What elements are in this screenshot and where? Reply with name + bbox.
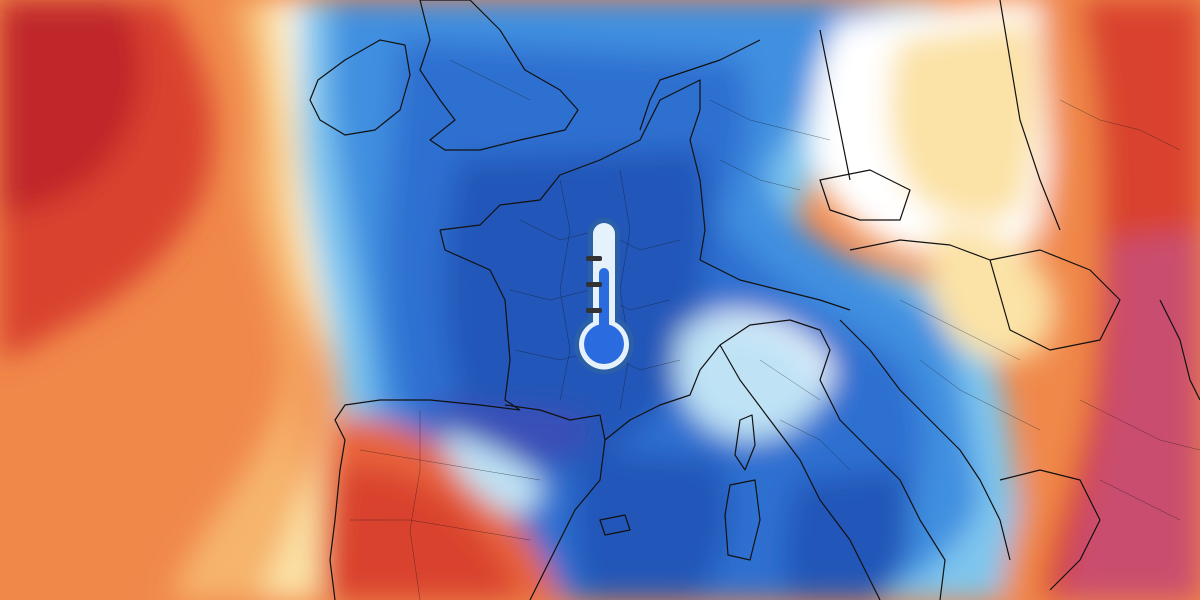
coast-sardinia: [724, 479, 761, 561]
thermometer-liquid-bulb: [584, 324, 624, 364]
atlantic-deep-red: [0, 0, 142, 215]
coast-med-france: [604, 344, 721, 441]
coast-ireland: [309, 39, 411, 136]
atlantic-light-orange: [170, 0, 300, 600]
region-italy-2: [779, 419, 851, 471]
region-balkans-1: [899, 299, 1021, 361]
thermometer-tick-2: [586, 282, 602, 287]
border-east-europe: [999, 0, 1061, 231]
coast-balearics: [599, 514, 631, 536]
region-iberia-2: [350, 519, 531, 541]
coast-italy: [719, 319, 946, 600]
border-pyrenees: [504, 404, 606, 441]
eastern-magenta-core: [1060, 230, 1200, 600]
border-france-germany: [689, 139, 706, 261]
coastlines-and-borders: [309, 0, 1200, 600]
region-balkans-2: [919, 359, 1041, 431]
thermometer-tick-3: [586, 308, 602, 313]
regional-borders: [350, 59, 1200, 600]
border-germany-poland: [819, 29, 851, 181]
region-germany-2: [719, 159, 801, 191]
border-austria-hungary: [849, 239, 991, 261]
cold-deep-blue-med: [573, 450, 729, 600]
balkans-pale: [928, 227, 1052, 362]
coast-italy-west: [719, 344, 881, 600]
pale-blue-italy: [675, 320, 822, 440]
region-italy-1: [759, 359, 821, 401]
region-germany-1: [709, 99, 831, 141]
region-east-2: [1079, 399, 1200, 451]
iberia-red-core: [330, 467, 520, 600]
coast-north-sea: [639, 39, 761, 131]
coast-france-atlantic: [439, 79, 701, 231]
coast-biscay: [439, 229, 521, 411]
coast-great-britain: [419, 0, 579, 151]
border-greece: [999, 469, 1101, 591]
thermometer-cold-icon: [574, 218, 634, 375]
coast-iberia-north: [329, 399, 521, 600]
region-iberia-1: [359, 449, 541, 481]
central-europe-pale-yellow: [889, 20, 1037, 221]
border-czechia: [819, 169, 911, 221]
thermometer-tick-1: [586, 256, 602, 261]
region-east-1: [1059, 99, 1181, 151]
cold-deep-blue-south-italy: [784, 470, 911, 600]
region-east-3: [1099, 479, 1181, 521]
border-alps: [699, 259, 851, 311]
region-uk-1: [449, 59, 531, 101]
cold-deep-blue: [444, 150, 709, 470]
region-iberia-3: [409, 410, 421, 600]
region-france-4: [559, 179, 571, 401]
coast-spain-east: [529, 439, 606, 600]
coast-corsica: [734, 414, 756, 471]
border-romania: [989, 249, 1121, 351]
coast-black-sea: [1159, 299, 1200, 401]
coast-adriatic-east: [839, 319, 1011, 561]
